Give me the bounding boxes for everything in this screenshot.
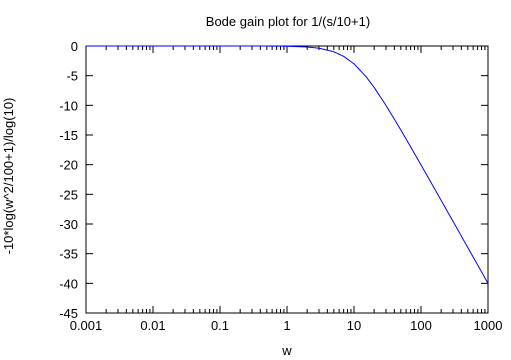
y-tick-label: 0 bbox=[71, 39, 78, 54]
y-tick-label: -30 bbox=[59, 217, 78, 232]
x-tick-label: 10 bbox=[347, 318, 361, 333]
y-axis-label: -10*log(w^2/100+1)/log(10) bbox=[1, 98, 16, 255]
x-tick-label: 100 bbox=[410, 318, 432, 333]
x-axis-label: w bbox=[281, 343, 292, 358]
x-tick-label: 1000 bbox=[474, 318, 503, 333]
y-tick-label: -45 bbox=[59, 306, 78, 321]
series-layer bbox=[86, 45, 489, 284]
y-tick-label: -40 bbox=[59, 276, 78, 291]
y-tick-label: -25 bbox=[59, 187, 78, 202]
gain-line bbox=[86, 45, 489, 284]
y-tick-label: -20 bbox=[59, 158, 78, 173]
x-tick-label: 0.1 bbox=[211, 318, 229, 333]
y-tick-label: -15 bbox=[59, 128, 78, 143]
y-axis: 0 -5 -10 -15 -20 -25 -30 -35 -40 -45 bbox=[59, 39, 488, 321]
y-tick-label: -5 bbox=[66, 69, 78, 84]
y-tick-label: -10 bbox=[59, 98, 78, 113]
x-tick-label: 1 bbox=[283, 318, 290, 333]
x-tick-label: 0.01 bbox=[140, 318, 165, 333]
x-axis: 0.001 0.01 0.1 1 10 100 1000 bbox=[70, 46, 503, 333]
y-tick-label: -35 bbox=[59, 247, 78, 262]
x-tick-label: 0.001 bbox=[70, 318, 103, 333]
plot-frame bbox=[85, 45, 489, 314]
plot-border bbox=[85, 45, 489, 314]
chart-title: Bode gain plot for 1/(s/10+1) bbox=[206, 14, 370, 29]
